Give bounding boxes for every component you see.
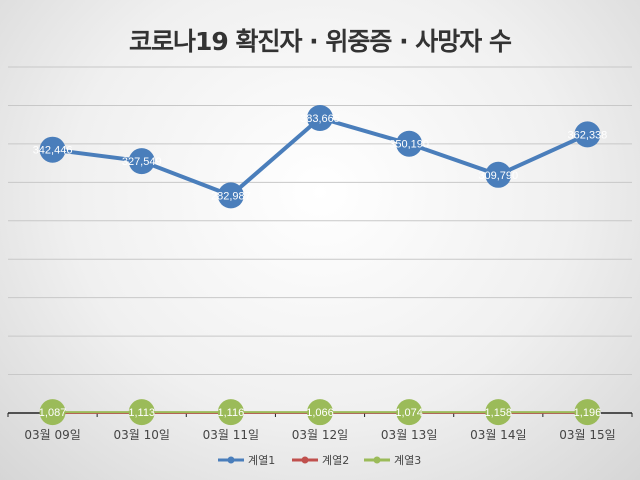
legend-label-1: 계열1 (248, 454, 275, 467)
data-point (574, 121, 601, 148)
data-label: 327,549 (122, 156, 162, 168)
data-point (39, 136, 66, 163)
data-point (217, 399, 244, 426)
x-tick-label: 03월 09일 (24, 428, 80, 442)
x-tick-label: 03월 14일 (470, 428, 526, 442)
x-tick-label: 03월 12일 (292, 428, 348, 442)
data-point (128, 399, 155, 426)
data-point (396, 399, 423, 426)
data-label: 350,190 (389, 139, 429, 151)
data-point (485, 161, 512, 188)
chart-title: 코로나19 확진자 · 위중증 · 사망자 수 (128, 27, 512, 56)
data-label: 1,196 (574, 407, 602, 419)
x-tick-label: 03월 15일 (559, 428, 615, 442)
data-point (485, 399, 512, 426)
data-point (307, 399, 333, 426)
legend-label-2: 계열2 (322, 454, 349, 467)
legend-marker-2 (301, 456, 309, 464)
data-label: 1,066 (306, 407, 334, 419)
x-tick-label: 03월 11일 (203, 428, 259, 442)
data-label: 309,790 (478, 170, 518, 182)
data-point (217, 182, 244, 209)
data-label: 1,158 (485, 407, 513, 419)
data-label: 1,113 (128, 407, 155, 419)
data-point (128, 148, 155, 175)
legend-label-3: 계열3 (394, 454, 421, 467)
data-label: 362,338 (568, 129, 608, 141)
x-tick-label: 03월 10일 (113, 428, 169, 442)
data-label: 383,665 (300, 113, 340, 125)
data-point (396, 130, 423, 157)
data-label: 1,074 (395, 407, 423, 419)
data-label: 1,116 (217, 407, 244, 419)
data-point (574, 399, 601, 426)
data-point (307, 105, 333, 132)
data-point (39, 399, 66, 426)
data-label: 342,446 (33, 145, 73, 157)
data-label: 282,987 (211, 190, 251, 202)
x-tick-label: 03월 13일 (381, 428, 437, 442)
legend-marker-1 (227, 456, 235, 464)
data-label: 1,087 (39, 407, 67, 419)
legend-marker-3 (373, 456, 381, 464)
